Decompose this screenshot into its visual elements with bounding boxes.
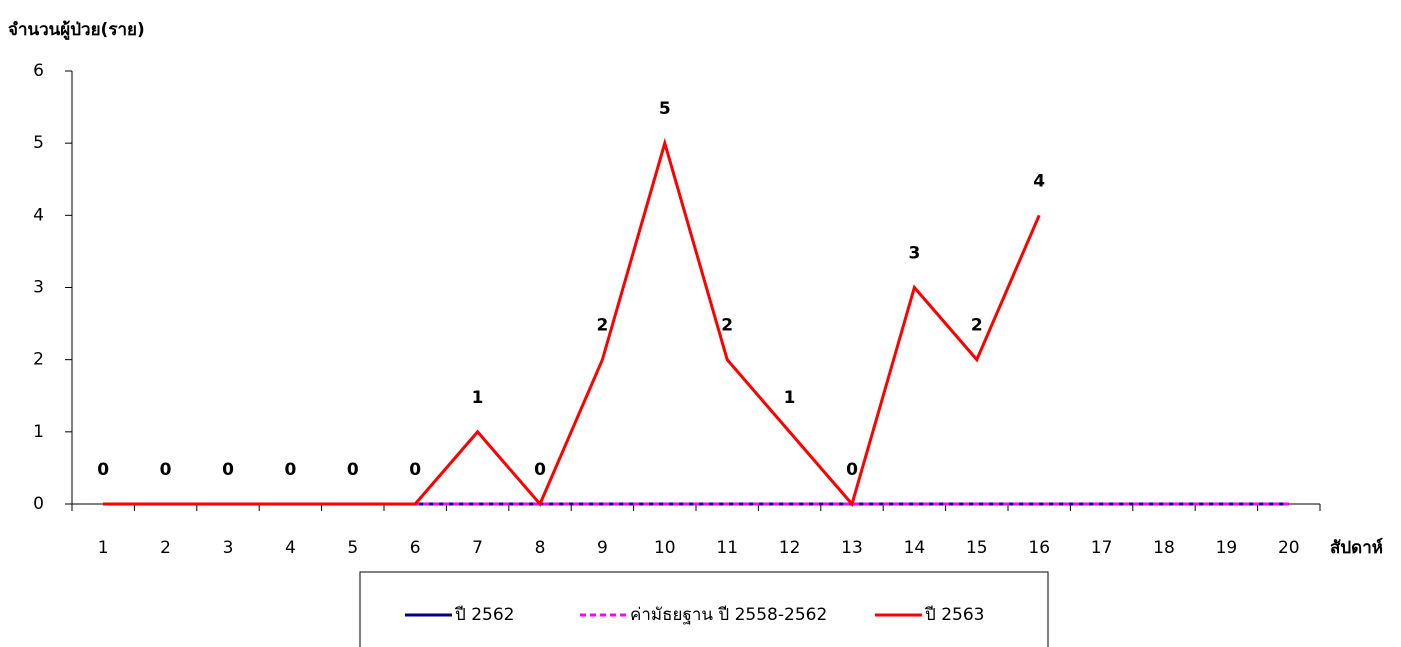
x-tick-label: 14	[904, 538, 926, 558]
data-label: 0	[284, 460, 296, 480]
x-tick-label: 11	[716, 538, 738, 558]
data-label: 2	[596, 316, 608, 336]
x-tick-label: 10	[654, 538, 676, 558]
x-tick-label: 2	[160, 538, 171, 558]
legend-label: ปี 2562	[454, 605, 514, 625]
x-tick-label: 20	[1278, 538, 1300, 558]
data-label: 1	[472, 388, 484, 408]
series-line	[103, 137, 1041, 508]
data-label: 0	[347, 460, 359, 480]
x-tick-label: 19	[1216, 538, 1238, 558]
data-label: 1	[784, 388, 796, 408]
y-tick-label: 3	[33, 278, 44, 298]
y-axis-label: จำนวนผู้ป่วย(ราย)	[8, 20, 145, 41]
y-tick-label: 2	[33, 350, 44, 370]
data-label: 0	[160, 460, 172, 480]
legend-label: ค่ามัธยฐาน ปี 2558-2562	[630, 605, 827, 625]
data-label: 3	[908, 244, 920, 264]
data-label: 2	[721, 316, 733, 336]
x-tick-label: 15	[966, 538, 988, 558]
data-label: 0	[409, 460, 421, 480]
data-label: 2	[971, 316, 983, 336]
x-tick-label: 13	[841, 538, 863, 558]
legend-label: ปี 2563	[924, 605, 984, 625]
x-tick-label: 5	[347, 538, 358, 558]
y-tick-label: 4	[33, 205, 44, 225]
x-tick-label: 7	[472, 538, 483, 558]
legend-box	[359, 571, 1049, 647]
y-tick-label: 1	[33, 422, 44, 442]
x-tick-label: 9	[597, 538, 608, 558]
x-tick-label: 17	[1091, 538, 1113, 558]
x-tick-label: 16	[1028, 538, 1050, 558]
x-tick-label: 18	[1153, 538, 1175, 558]
x-tick-label: 6	[410, 538, 421, 558]
x-axis-label: สัปดาห์	[1330, 537, 1383, 558]
data-label: 0	[846, 460, 858, 480]
y-tick-label: 5	[33, 133, 44, 153]
x-tick-label: 3	[223, 538, 234, 558]
x-tick-label: 12	[779, 538, 801, 558]
x-tick-label: 4	[285, 538, 296, 558]
data-label: 4	[1033, 171, 1045, 191]
x-tick-label: 8	[535, 538, 546, 558]
data-label: 0	[534, 460, 546, 480]
data-label: 0	[97, 460, 109, 480]
y-tick-label: 0	[33, 494, 44, 514]
x-tick-label: 1	[98, 538, 109, 558]
data-label: 0	[222, 460, 234, 480]
data-label: 5	[659, 99, 671, 119]
y-tick-label: 6	[33, 61, 44, 81]
